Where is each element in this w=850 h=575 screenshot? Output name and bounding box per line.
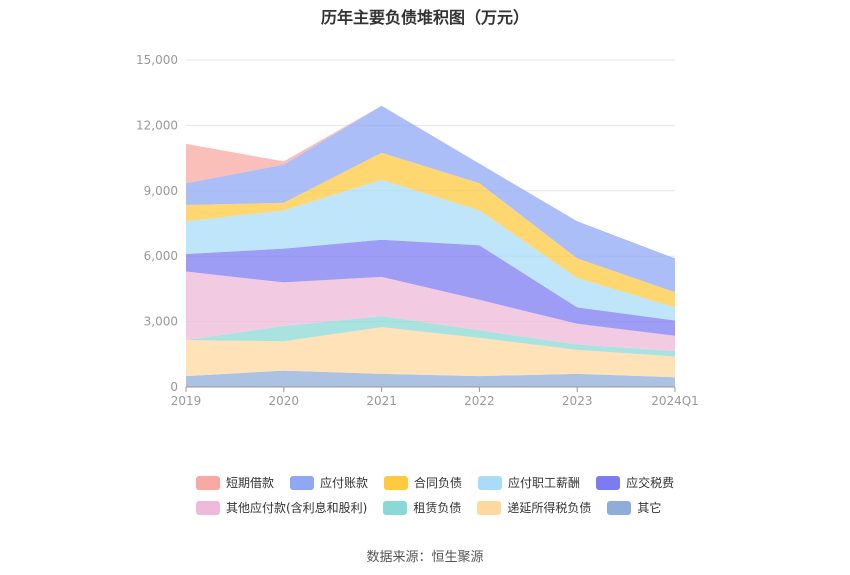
legend-swatch <box>196 475 220 490</box>
legend-item-lease-liabilities[interactable]: 租赁负债 <box>383 499 461 516</box>
legend-row-2: 其他应付款(含利息和股利) 租赁负债 递延所得税负债 其它 <box>196 495 716 520</box>
area-series <box>186 327 675 378</box>
legend-label: 应交税费 <box>626 476 675 490</box>
area-series <box>186 239 675 336</box>
legend-item-employee-payable[interactable]: 应付职工薪酬 <box>478 474 580 491</box>
stacked-area-chart: 0 3,000 6,000 9,000 12,000 15,000 2019 2020 2021… <box>136 53 699 408</box>
area-series <box>186 370 675 387</box>
legend-label: 应付账款 <box>320 476 369 490</box>
legend-swatch <box>384 475 409 490</box>
legend-swatch <box>478 475 503 490</box>
legend-item-other-payables[interactable]: 其他应付款(含利息和股利) <box>196 499 367 516</box>
legend-swatch <box>383 500 408 515</box>
legend-swatch <box>290 475 315 490</box>
area-series <box>186 105 675 293</box>
legend-item-accounts-payable[interactable]: 应付账款 <box>290 474 368 491</box>
area-series <box>186 179 675 321</box>
y-tick-label: 0 <box>170 380 178 394</box>
area-series <box>186 152 675 308</box>
legend-swatch <box>607 500 632 515</box>
legend-label: 应付职工薪酬 <box>508 476 581 490</box>
legend-swatch <box>196 500 220 515</box>
legend-swatch <box>477 500 502 515</box>
chart-title: 历年主要负债堆积图（万元） <box>320 8 529 27</box>
y-tick-label: 3,000 <box>144 315 178 329</box>
y-tick-label: 6,000 <box>144 249 178 263</box>
x-tick-label: 2021 <box>366 394 397 408</box>
x-tick-label: 2023 <box>562 394 593 408</box>
legend-item-short-term-loans[interactable]: 短期借款 <box>196 474 274 491</box>
legend-item-other[interactable]: 其它 <box>607 499 661 516</box>
legend-label: 其他应付款(含利息和股利) <box>226 501 368 515</box>
y-tick-label: 9,000 <box>144 184 178 198</box>
legend-item-taxes-payable[interactable]: 应交税费 <box>596 474 674 491</box>
y-tick-label: 15,000 <box>136 53 178 67</box>
area-series <box>186 271 675 351</box>
x-tick-label: 2019 <box>171 394 202 408</box>
chart-legend: 短期借款 应付账款 合同负债 应付职工薪酬 应交税费 其他应付款(含利息和股利)… <box>196 470 716 520</box>
x-tick-label: 2022 <box>464 394 495 408</box>
legend-row-1: 短期借款 应付账款 合同负债 应付职工薪酬 应交税费 <box>196 470 716 495</box>
area-series <box>186 316 675 357</box>
legend-item-deferred-tax[interactable]: 递延所得税负债 <box>477 499 591 516</box>
legend-label: 租赁负债 <box>413 501 462 515</box>
x-tick-label: 2020 <box>269 394 300 408</box>
x-tick-label: 2024Q1 <box>651 394 699 408</box>
legend-label: 递延所得税负债 <box>507 501 592 515</box>
legend-swatch <box>596 475 621 490</box>
legend-label: 其它 <box>637 501 662 515</box>
y-tick-label: 12,000 <box>136 118 178 132</box>
data-source: 数据来源：恒生聚源 <box>366 550 484 565</box>
legend-item-contract-liabilities[interactable]: 合同负债 <box>384 474 462 491</box>
legend-label: 短期借款 <box>226 476 275 490</box>
legend-label: 合同负债 <box>414 476 463 490</box>
